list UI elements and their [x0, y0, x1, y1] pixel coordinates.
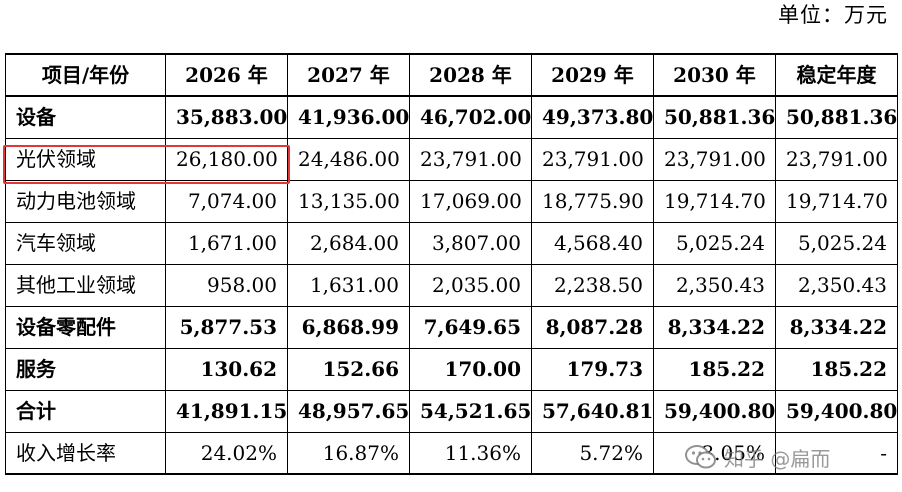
value-cell: 6,868.99: [287, 305, 410, 349]
value-cell: 57,640.81: [531, 389, 654, 433]
value-cell: 1,631.00: [287, 263, 410, 307]
value-cell: 35,883.00: [165, 95, 288, 139]
row-label: 合计: [5, 389, 166, 433]
row-label: 服务: [5, 347, 166, 391]
table-row: 服务 130.62 152.66 170.00 179.73 185.22 185.22: [5, 347, 898, 391]
table-row: 设备 35,883.00 41,936.00 46,702.00 49,373.80 50…: [5, 95, 898, 139]
row-label: 设备: [5, 95, 166, 139]
value-cell: 41,891.15: [165, 389, 288, 433]
value-cell: 179.73: [531, 347, 654, 391]
table-row: 设备零配件 5,877.53 6,868.99 7,649.65 8,087.28 8,3…: [5, 305, 898, 349]
header-cell: 项目/年份: [5, 53, 166, 97]
value-cell: -: [775, 431, 898, 475]
row-label: 设备零配件: [5, 305, 166, 349]
value-cell: 5,025.24: [775, 221, 898, 265]
value-cell: 48,957.65: [287, 389, 410, 433]
value-cell: 7,649.65: [409, 305, 532, 349]
value-cell: 59,400.80: [775, 389, 898, 433]
value-cell: 50,881.36: [653, 95, 776, 139]
value-cell: 4,568.40: [531, 221, 654, 265]
value-cell: 185.22: [775, 347, 898, 391]
value-cell: 2,035.00: [409, 263, 532, 307]
value-cell: 23,791.00: [775, 137, 898, 181]
value-cell: 2,684.00: [287, 221, 410, 265]
value-cell: 2,350.43: [775, 263, 898, 307]
row-label: 汽车领域: [5, 221, 166, 265]
value-cell: 54,521.65: [409, 389, 532, 433]
value-cell: 16.87%: [287, 431, 410, 475]
value-cell: 5,877.53: [165, 305, 288, 349]
value-cell: 13,135.00: [287, 179, 410, 223]
value-cell: 7,074.00: [165, 179, 288, 223]
value-cell: 17,069.00: [409, 179, 532, 223]
table-row: 收入增长率 24.02% 16.87% 11.36% 5.72% 3.05% -: [5, 431, 898, 475]
table-row: 汽车领域 1,671.00 2,684.00 3,807.00 4,568.40 5,02…: [5, 221, 898, 265]
header-cell: 2030 年: [653, 53, 776, 97]
value-cell: 24,486.00: [287, 137, 410, 181]
value-cell: 49,373.80: [531, 95, 654, 139]
row-label: 其他工业领域: [5, 263, 166, 307]
value-cell: 24.02%: [165, 431, 288, 475]
value-cell: 5,025.24: [653, 221, 776, 265]
value-cell: 19,714.70: [653, 179, 776, 223]
value-cell: 2,350.43: [653, 263, 776, 307]
value-cell: 8,334.22: [775, 305, 898, 349]
value-cell: 170.00: [409, 347, 532, 391]
header-row: 项目/年份 2026 年 2027 年 2028 年 2029 年 2030 年…: [5, 53, 898, 97]
value-cell: 19,714.70: [775, 179, 898, 223]
value-cell: 3,807.00: [409, 221, 532, 265]
header-cell: 2026 年: [165, 53, 288, 97]
value-cell: 185.22: [653, 347, 776, 391]
row-label: 光伏领域: [5, 137, 166, 181]
value-cell: 23,791.00: [653, 137, 776, 181]
header-cell: 稳定年度: [775, 53, 898, 97]
header-cell: 2027 年: [287, 53, 410, 97]
value-cell: 2,238.50: [531, 263, 654, 307]
table-row: 光伏领域 26,180.00 24,486.00 23,791.00 23,791.00…: [5, 137, 898, 181]
row-label: 动力电池领域: [5, 179, 166, 223]
value-cell: 59,400.80: [653, 389, 776, 433]
header-cell: 2029 年: [531, 53, 654, 97]
value-cell: 152.66: [287, 347, 410, 391]
value-cell: 50,881.36: [775, 95, 898, 139]
value-cell: 3.05%: [653, 431, 776, 475]
value-cell: 23,791.00: [409, 137, 532, 181]
table-row: 其他工业领域 958.00 1,631.00 2,035.00 2,238.50 2,35…: [5, 263, 898, 307]
value-cell: 5.72%: [531, 431, 654, 475]
value-cell: 958.00: [165, 263, 288, 307]
table-row: 合计 41,891.15 48,957.65 54,521.65 57,640.81 59…: [5, 389, 898, 433]
row-label: 收入增长率: [5, 431, 166, 475]
value-cell: 1,671.00: [165, 221, 288, 265]
value-cell: 26,180.00: [165, 137, 288, 181]
revenue-forecast-table: 项目/年份 2026 年 2027 年 2028 年 2029 年 2030 年…: [5, 53, 898, 475]
unit-label: 单位：万元: [778, 3, 888, 27]
value-cell: 11.36%: [409, 431, 532, 475]
value-cell: 8,334.22: [653, 305, 776, 349]
value-cell: 46,702.00: [409, 95, 532, 139]
table-row: 动力电池领域 7,074.00 13,135.00 17,069.00 18,775.9…: [5, 179, 898, 223]
value-cell: 41,936.00: [287, 95, 410, 139]
value-cell: 23,791.00: [531, 137, 654, 181]
value-cell: 18,775.90: [531, 179, 654, 223]
header-cell: 2028 年: [409, 53, 532, 97]
value-cell: 130.62: [165, 347, 288, 391]
value-cell: 8,087.28: [531, 305, 654, 349]
